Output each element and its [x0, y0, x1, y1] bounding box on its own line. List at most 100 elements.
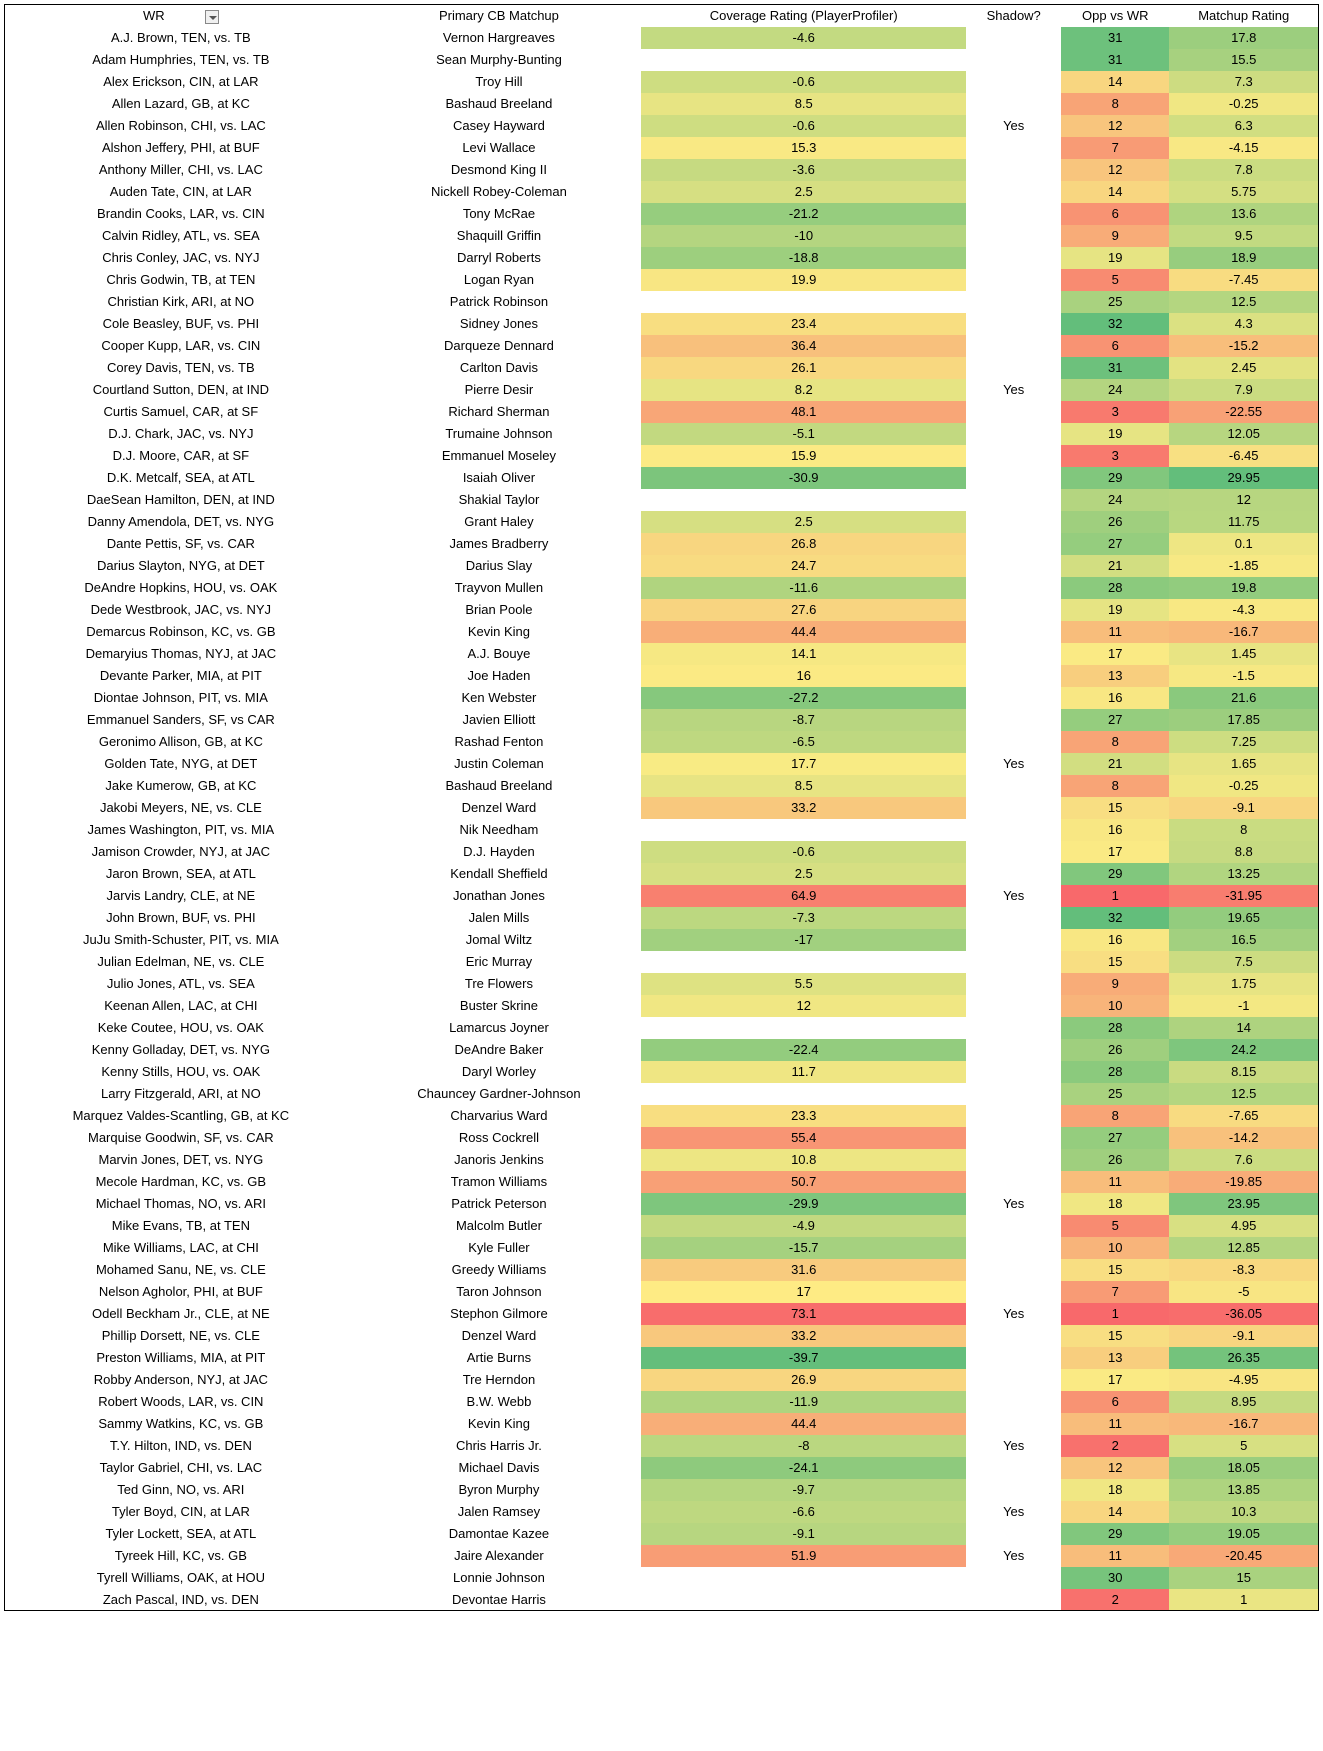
shadow-cell: Yes [966, 1193, 1061, 1215]
opp-vs-wr-cell: 16 [1061, 929, 1169, 951]
cb-cell: Bashaud Breeland [357, 775, 641, 797]
cb-cell: Malcolm Butler [357, 1215, 641, 1237]
shadow-cell [966, 929, 1061, 951]
table-row: Jake Kumerow, GB, at KCBashaud Breeland8… [5, 775, 1319, 797]
wr-cell: D.J. Moore, CAR, at SF [5, 445, 357, 467]
cb-cell: Bashaud Breeland [357, 93, 641, 115]
matchup-rating-cell: 7.3 [1169, 71, 1318, 93]
coverage-rating-cell: -27.2 [641, 687, 966, 709]
matchup-rating-cell: 12.85 [1169, 1237, 1318, 1259]
wr-cell: Adam Humphries, TEN, vs. TB [5, 49, 357, 71]
cb-cell: Nik Needham [357, 819, 641, 841]
table-row: Kenny Golladay, DET, vs. NYGDeAndre Bake… [5, 1039, 1319, 1061]
matchup-rating-cell: 18.9 [1169, 247, 1318, 269]
cb-cell: Brian Poole [357, 599, 641, 621]
matchup-rating-cell: -9.1 [1169, 1325, 1318, 1347]
matchup-rating-cell: 1.75 [1169, 973, 1318, 995]
table-row: Alshon Jeffery, PHI, at BUFLevi Wallace1… [5, 137, 1319, 159]
coverage-rating-cell: -11.9 [641, 1391, 966, 1413]
cb-cell: Byron Murphy [357, 1479, 641, 1501]
matchup-rating-cell: 4.3 [1169, 313, 1318, 335]
table-row: JuJu Smith-Schuster, PIT, vs. MIAJomal W… [5, 929, 1319, 951]
cb-cell: Sean Murphy-Bunting [357, 49, 641, 71]
table-row: Odell Beckham Jr., CLE, at NEStephon Gil… [5, 1303, 1319, 1325]
table-row: Marquez Valdes-Scantling, GB, at KCCharv… [5, 1105, 1319, 1127]
table-row: Alex Erickson, CIN, at LARTroy Hill-0.61… [5, 71, 1319, 93]
shadow-cell: Yes [966, 753, 1061, 775]
wr-cell: Julio Jones, ATL, vs. SEA [5, 973, 357, 995]
wr-cell: Courtland Sutton, DEN, at IND [5, 379, 357, 401]
matchup-rating-cell: 17.85 [1169, 709, 1318, 731]
shadow-cell [966, 907, 1061, 929]
cb-cell: Ross Cockrell [357, 1127, 641, 1149]
wr-cell: Corey Davis, TEN, vs. TB [5, 357, 357, 379]
wr-cell: Larry Fitzgerald, ARI, at NO [5, 1083, 357, 1105]
opp-vs-wr-cell: 1 [1061, 1303, 1169, 1325]
table-row: Kenny Stills, HOU, vs. OAKDaryl Worley11… [5, 1061, 1319, 1083]
table-row: T.Y. Hilton, IND, vs. DENChris Harris Jr… [5, 1435, 1319, 1457]
wr-cell: Kenny Stills, HOU, vs. OAK [5, 1061, 357, 1083]
coverage-rating-cell: 16 [641, 665, 966, 687]
matchup-rating-cell: 21.6 [1169, 687, 1318, 709]
opp-vs-wr-cell: 29 [1061, 863, 1169, 885]
table-row: Mike Williams, LAC, at CHIKyle Fuller-15… [5, 1237, 1319, 1259]
table-row: Taylor Gabriel, CHI, vs. LACMichael Davi… [5, 1457, 1319, 1479]
filter-dropdown-icon[interactable] [205, 10, 219, 24]
shadow-cell [966, 1413, 1061, 1435]
matchup-rating-cell: 9.5 [1169, 225, 1318, 247]
cb-cell: Ken Webster [357, 687, 641, 709]
cb-cell: Chris Harris Jr. [357, 1435, 641, 1457]
table-row: Chris Godwin, TB, at TENLogan Ryan19.95-… [5, 269, 1319, 291]
matchup-rating-cell: 12.5 [1169, 1083, 1318, 1105]
opp-vs-wr-cell: 24 [1061, 379, 1169, 401]
shadow-cell [966, 181, 1061, 203]
opp-vs-wr-cell: 6 [1061, 203, 1169, 225]
matchup-rating-cell: 8.15 [1169, 1061, 1318, 1083]
matchup-rating-cell: -1.85 [1169, 555, 1318, 577]
wr-cell: Calvin Ridley, ATL, vs. SEA [5, 225, 357, 247]
opp-vs-wr-cell: 7 [1061, 1281, 1169, 1303]
shadow-cell [966, 1457, 1061, 1479]
table-row: Keke Coutee, HOU, vs. OAKLamarcus Joyner… [5, 1017, 1319, 1039]
opp-vs-wr-cell: 3 [1061, 445, 1169, 467]
cb-cell: Vernon Hargreaves [357, 27, 641, 49]
wr-cell: T.Y. Hilton, IND, vs. DEN [5, 1435, 357, 1457]
table-row: Phillip Dorsett, NE, vs. CLEDenzel Ward3… [5, 1325, 1319, 1347]
coverage-rating-cell: 51.9 [641, 1545, 966, 1567]
shadow-cell [966, 621, 1061, 643]
opp-vs-wr-cell: 21 [1061, 753, 1169, 775]
shadow-cell: Yes [966, 885, 1061, 907]
cb-cell: Isaiah Oliver [357, 467, 641, 489]
cb-cell: Kevin King [357, 621, 641, 643]
table-row: Larry Fitzgerald, ARI, at NOChauncey Gar… [5, 1083, 1319, 1105]
table-row: D.J. Moore, CAR, at SFEmmanuel Moseley15… [5, 445, 1319, 467]
cb-cell: Patrick Robinson [357, 291, 641, 313]
coverage-rating-cell: -0.6 [641, 71, 966, 93]
matchup-rating-cell: 13.85 [1169, 1479, 1318, 1501]
wr-cell: DeAndre Hopkins, HOU, vs. OAK [5, 577, 357, 599]
shadow-cell [966, 1347, 1061, 1369]
table-row: Diontae Johnson, PIT, vs. MIAKen Webster… [5, 687, 1319, 709]
table-row: Mohamed Sanu, NE, vs. CLEGreedy Williams… [5, 1259, 1319, 1281]
opp-vs-wr-cell: 11 [1061, 1545, 1169, 1567]
cb-cell: Desmond King II [357, 159, 641, 181]
table-row: Preston Williams, MIA, at PITArtie Burns… [5, 1347, 1319, 1369]
coverage-rating-cell: 26.9 [641, 1369, 966, 1391]
wr-cell: Preston Williams, MIA, at PIT [5, 1347, 357, 1369]
matchup-rating-cell: -5 [1169, 1281, 1318, 1303]
table-row: Auden Tate, CIN, at LARNickell Robey-Col… [5, 181, 1319, 203]
table-row: Tyler Boyd, CIN, at LARJalen Ramsey-6.6Y… [5, 1501, 1319, 1523]
cb-cell: DeAndre Baker [357, 1039, 641, 1061]
shadow-cell [966, 1061, 1061, 1083]
wr-cell: Marquise Goodwin, SF, vs. CAR [5, 1127, 357, 1149]
coverage-rating-cell: -18.8 [641, 247, 966, 269]
wr-cell: Tyrell Williams, OAK, at HOU [5, 1567, 357, 1589]
cb-cell: D.J. Hayden [357, 841, 641, 863]
matchup-rating-cell: 7.6 [1169, 1149, 1318, 1171]
coverage-rating-cell: -39.7 [641, 1347, 966, 1369]
shadow-cell [966, 1215, 1061, 1237]
col-wr[interactable]: WR [5, 5, 357, 27]
cb-cell: Tre Herndon [357, 1369, 641, 1391]
matchup-rating-cell: 19.65 [1169, 907, 1318, 929]
coverage-rating-cell: 8.5 [641, 93, 966, 115]
